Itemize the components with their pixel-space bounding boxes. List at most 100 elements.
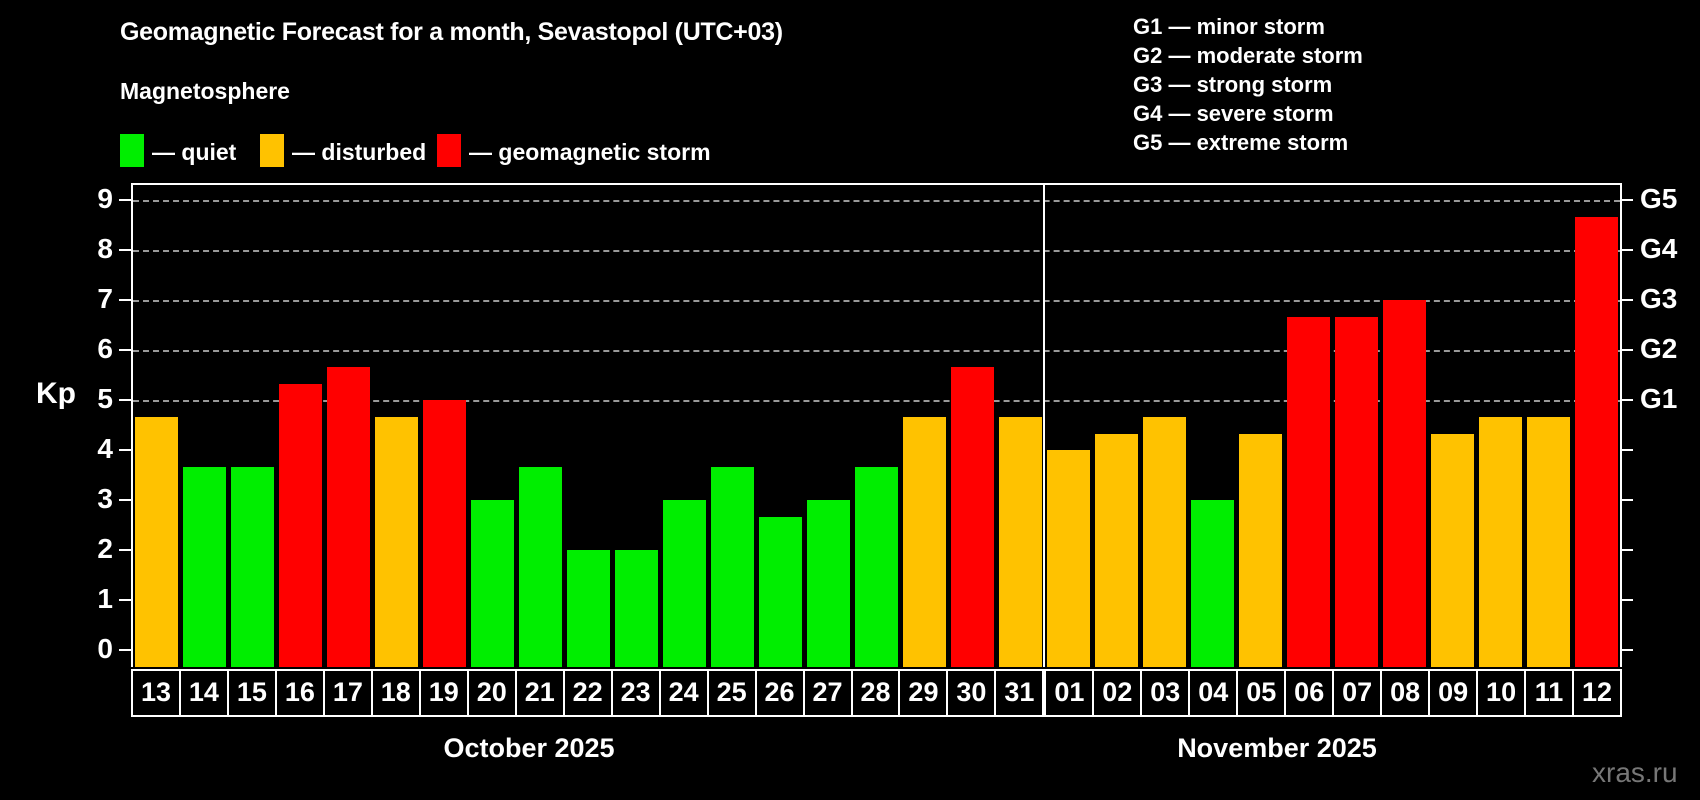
y-axis-tick-label: 9 [97,183,113,214]
day-label-cell: 26 [754,669,805,717]
day-label-cell: 09 [1428,669,1479,717]
y-axis-tick [119,499,131,501]
right-axis-tick [1621,599,1633,601]
right-axis-tick [1621,649,1633,651]
kp-bar-day-04 [1190,500,1234,667]
kp-bar-day-05 [1238,433,1282,667]
kp-bar-day-31 [998,416,1042,667]
day-label-cell: 01 [1044,669,1095,717]
y-axis-tick [119,249,131,251]
kp-bar-day-26 [759,516,803,667]
disturbed-legend-label: — disturbed [292,139,427,165]
quiet-legend-swatch [120,134,144,167]
kp-bar-day-21 [519,466,563,667]
day-label-cell: 11 [1524,669,1575,717]
y-axis-tick [119,399,131,401]
kp-bar-day-11 [1526,416,1570,667]
y-axis-tick-label: 8 [97,233,113,264]
day-label-cell: 15 [226,669,277,717]
right-axis-label-g3: G3 [1640,283,1678,314]
storm-scale-legend-line: G3 — strong storm [1133,72,1333,97]
day-label-cell: 31 [994,669,1045,717]
kp-bar-day-02 [1094,433,1138,667]
right-axis-tick [1621,549,1633,551]
chart-subtitle: Magnetosphere [120,78,290,104]
right-axis-label-g5: G5 [1640,183,1678,214]
right-axis-tick [1621,299,1633,301]
y-axis-tick [119,349,131,351]
right-axis-tick [1621,449,1633,451]
y-axis-label: Kp [36,377,76,410]
kp-bar-day-24 [663,500,707,667]
page-title: Geomagnetic Forecast for a month, Sevast… [120,18,783,46]
y-axis-tick [119,649,131,651]
y-axis-tick [119,449,131,451]
day-label-cell: 10 [1476,669,1527,717]
storm-scale-legend-line: G2 — moderate storm [1133,43,1363,68]
kp-bar-day-20 [471,500,515,667]
y-axis-tick-label: 7 [97,283,113,314]
day-label-cell: 25 [706,669,757,717]
right-axis-tick [1621,499,1633,501]
day-label-cell: 08 [1380,669,1431,717]
day-label-cell: 30 [946,669,997,717]
y-axis-tick-label: 6 [97,333,113,364]
kp-bar-day-19 [423,400,467,667]
kp-bar-day-13 [135,416,179,667]
day-label-cell: 29 [898,669,949,717]
day-label-cell: 14 [178,669,229,717]
right-axis-label-g2: G2 [1640,333,1678,364]
day-label-cell: 28 [850,669,901,717]
day-label-cell: 04 [1188,669,1239,717]
day-label-cell: 20 [466,669,517,717]
kp-bar-day-29 [902,416,946,667]
y-axis-tick-label: 4 [97,433,113,464]
kp-bar-day-15 [231,466,275,667]
day-label-cell: 21 [514,669,565,717]
day-label-cell: 18 [370,669,421,717]
right-axis-tick [1621,349,1633,351]
month-label: October 2025 [443,733,615,763]
right-axis-tick [1621,399,1633,401]
day-label-cell: 17 [322,669,373,717]
right-axis-label-g4: G4 [1640,233,1678,264]
month-label: November 2025 [1177,733,1377,763]
y-axis-tick [119,599,131,601]
kp-bar-day-10 [1478,416,1522,667]
gridline-kp-6 [133,350,1620,352]
day-label-cell: 23 [610,669,661,717]
kp-bar-day-17 [327,366,371,667]
day-label-row: 13 14 15 16 17 18 19 20 21 22 23 24 25 26 27 28 29 30 31 01… [131,669,1622,717]
gridline-kp-5 [133,400,1620,402]
disturbed-legend-swatch [260,134,284,167]
day-label-cell: 13 [131,669,181,717]
kp-bar-day-23 [615,550,659,667]
y-axis-tick [119,199,131,201]
day-label-cell: 12 [1572,669,1622,717]
kp-bar-day-12 [1574,216,1618,667]
kp-bar-day-22 [567,550,611,667]
day-label-cell: 24 [658,669,709,717]
day-label-cell: 05 [1236,669,1287,717]
right-axis-tick [1621,199,1633,201]
gridline-kp-8 [133,250,1620,252]
y-axis-tick [119,299,131,301]
day-label-cell: 19 [418,669,469,717]
kp-bar-day-28 [855,466,898,667]
kp-bar-day-03 [1142,416,1186,667]
day-label-cell: 06 [1284,669,1335,717]
storm-legend-swatch [437,134,461,167]
day-label-cell: 03 [1140,669,1191,717]
kp-bar-day-07 [1334,316,1378,667]
plot-area [131,183,1622,667]
storm-scale-legend-line: G1 — minor storm [1133,14,1325,39]
kp-bar-day-25 [711,466,755,667]
kp-bar-day-06 [1286,316,1330,667]
storm-scale-legend-line: G4 — severe storm [1133,101,1334,126]
kp-bar-day-09 [1430,433,1474,667]
y-axis-tick [119,549,131,551]
kp-bar-day-18 [375,416,419,667]
y-axis-tick-label: 2 [97,533,113,564]
day-label-cell: 07 [1332,669,1383,717]
